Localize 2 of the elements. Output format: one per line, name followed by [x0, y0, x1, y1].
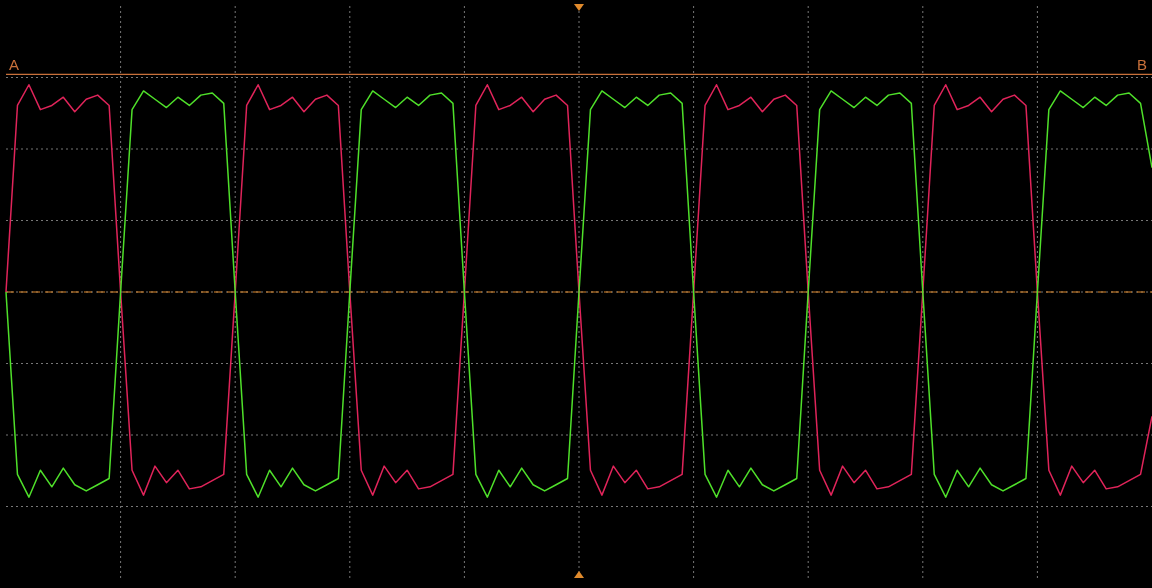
- ref-line-label: A: [8, 56, 20, 74]
- annotation: B: [1136, 56, 1148, 74]
